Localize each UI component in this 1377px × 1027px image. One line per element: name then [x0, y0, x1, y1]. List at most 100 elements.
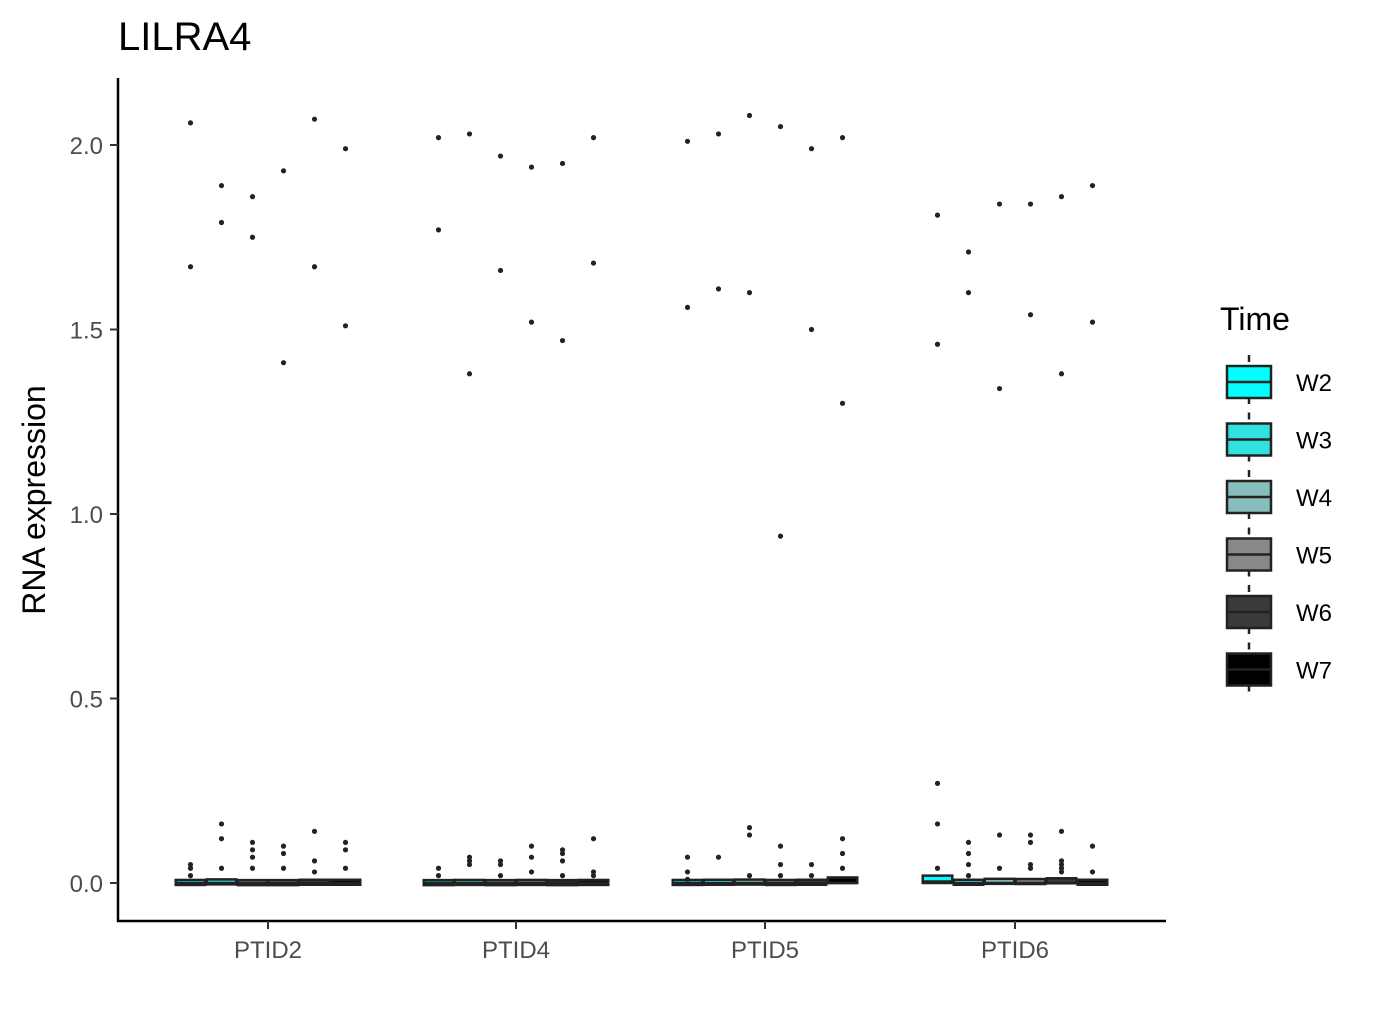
- outlier-point: [497, 873, 504, 879]
- outlier-point: [839, 135, 846, 141]
- outlier-point: [715, 131, 722, 137]
- outlier-point: [996, 385, 1003, 392]
- outlier-point: [965, 873, 972, 879]
- outlier-point: [746, 832, 753, 838]
- outlier-point: [187, 264, 194, 270]
- outlier-point: [1089, 182, 1096, 189]
- box-PTID2-W3: [205, 182, 238, 886]
- box-PTID6-W7: [1076, 182, 1109, 887]
- outlier-point: [528, 164, 535, 170]
- outlier-point: [684, 304, 691, 310]
- legend-label: W2: [1296, 370, 1332, 397]
- outlier-point: [715, 286, 722, 292]
- outlier-point: [590, 873, 597, 879]
- box-PTID6-W5: [1014, 201, 1047, 886]
- legend-label: W3: [1296, 428, 1332, 455]
- outlier-point: [528, 319, 535, 325]
- outlier-point: [249, 839, 256, 846]
- box-PTID2-W4: [236, 194, 269, 887]
- outlier-point: [187, 120, 194, 126]
- outlier-point: [1089, 869, 1096, 875]
- outlier-point: [249, 854, 256, 860]
- outlier-point: [311, 869, 318, 875]
- outlier-point: [746, 290, 753, 296]
- legend: Time W2 W3 W4 W5 W6 W7: [1220, 301, 1332, 697]
- outlier-point: [311, 264, 318, 270]
- outlier-point: [311, 828, 318, 834]
- outlier-point: [839, 850, 846, 857]
- outlier-point: [497, 858, 504, 864]
- outlier-point: [218, 865, 225, 871]
- outlier-point: [249, 865, 256, 871]
- chart-title: LILRA4: [118, 15, 251, 59]
- outlier-point: [559, 337, 566, 344]
- outlier-point: [839, 400, 846, 406]
- outlier-point: [249, 194, 256, 200]
- outlier-point: [746, 873, 753, 879]
- box-PTID4-W6: [546, 160, 579, 887]
- x-tick-label: PTID2: [234, 937, 302, 964]
- outlier-point: [808, 873, 815, 879]
- outlier-point: [1058, 865, 1065, 871]
- y-tick-label: 0.0: [70, 871, 103, 898]
- outlier-point: [746, 825, 753, 831]
- outlier-point: [590, 135, 597, 141]
- outlier-point: [934, 780, 941, 786]
- outlier-point: [218, 182, 225, 189]
- outlier-point: [590, 260, 597, 266]
- box-PTID5-W6: [795, 146, 828, 887]
- outlier-point: [1027, 839, 1034, 846]
- box-PTID4-W4: [484, 153, 517, 887]
- outlier-point: [996, 865, 1003, 871]
- outlier-point: [466, 371, 473, 377]
- outlier-point: [466, 861, 473, 868]
- legend-item-W6: W6: [1225, 585, 1332, 639]
- outlier-point: [280, 865, 287, 871]
- outlier-point: [497, 153, 504, 159]
- outlier-point: [435, 227, 442, 233]
- outlier-point: [590, 836, 597, 842]
- box-PTID6-W3: [952, 249, 985, 887]
- outlier-point: [1058, 194, 1065, 200]
- outlier-point: [965, 290, 972, 296]
- box-PTID4-W7: [577, 135, 610, 887]
- outlier-point: [934, 821, 941, 827]
- legend-item-W3: W3: [1225, 412, 1332, 467]
- box-PTID6-W4: [983, 201, 1016, 886]
- outlier-point: [934, 865, 941, 871]
- legend-label: W7: [1296, 658, 1332, 685]
- y-tick-label: 1.5: [70, 318, 103, 345]
- outlier-point: [996, 201, 1003, 207]
- outlier-point: [342, 865, 349, 871]
- outlier-point: [684, 138, 691, 144]
- outlier-point: [280, 168, 287, 174]
- outlier-point: [342, 323, 349, 329]
- legend-label: W6: [1296, 600, 1332, 627]
- legend-title: Time: [1220, 301, 1290, 337]
- outlier-point: [839, 836, 846, 842]
- legend-item-W5: W5: [1225, 527, 1332, 582]
- outlier-point: [777, 861, 784, 868]
- outlier-point: [1058, 858, 1065, 864]
- outlier-point: [280, 843, 287, 849]
- outlier-point: [528, 854, 535, 860]
- outlier-point: [1027, 861, 1034, 868]
- outlier-point: [528, 869, 535, 875]
- outlier-point: [1027, 201, 1034, 207]
- outlier-point: [559, 847, 566, 853]
- box-body: [921, 874, 954, 885]
- outlier-point: [466, 131, 473, 137]
- outlier-point: [187, 873, 194, 879]
- legend-item-W2: W2: [1225, 355, 1332, 409]
- outlier-point: [528, 843, 535, 849]
- box-PTID4-W5: [515, 164, 548, 887]
- outlier-point: [684, 876, 691, 882]
- y-tick-label: 1.0: [70, 502, 103, 529]
- box-PTID2-W7: [329, 146, 362, 887]
- axes: 0.0 0.5 1.0 1.5 2.0 PTID2 PTID4 PTID5 PTID6: [70, 78, 1166, 964]
- outlier-point: [1058, 869, 1065, 875]
- box-PTID6-W2: [921, 212, 954, 885]
- legend-item-W7: W7: [1225, 642, 1332, 697]
- outlier-point: [684, 854, 691, 860]
